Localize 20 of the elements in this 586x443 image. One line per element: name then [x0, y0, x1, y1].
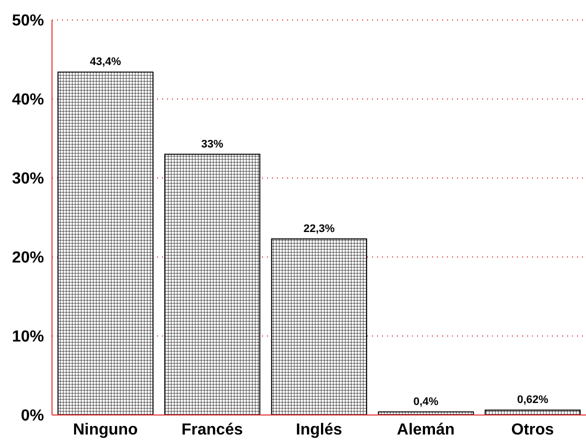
x-tick-label: Francés: [182, 421, 243, 438]
bar: [58, 72, 154, 415]
y-tick-label: 50%: [12, 12, 44, 30]
x-tick-label: Inglés: [296, 421, 342, 438]
data-label: 0,62%: [517, 394, 549, 406]
y-tick-label: 30%: [12, 170, 44, 188]
x-tick-label: Ninguno: [72, 421, 138, 438]
data-label: 33%: [201, 138, 224, 150]
bar: [484, 410, 581, 415]
x-tick-label: Otros: [511, 421, 554, 438]
x-tick-label: Alemán: [396, 421, 455, 438]
y-tick-label: 40%: [12, 92, 44, 109]
y-tick-label: 10%: [12, 328, 44, 346]
bar: [271, 238, 368, 415]
y-tick-label: 20%: [12, 250, 44, 267]
data-label: 22,3%: [304, 222, 335, 235]
data-label: 0,4%: [413, 396, 439, 408]
data-label: 43,4%: [90, 56, 122, 68]
y-tick-label: 0%: [20, 408, 44, 425]
bar: [164, 154, 260, 415]
